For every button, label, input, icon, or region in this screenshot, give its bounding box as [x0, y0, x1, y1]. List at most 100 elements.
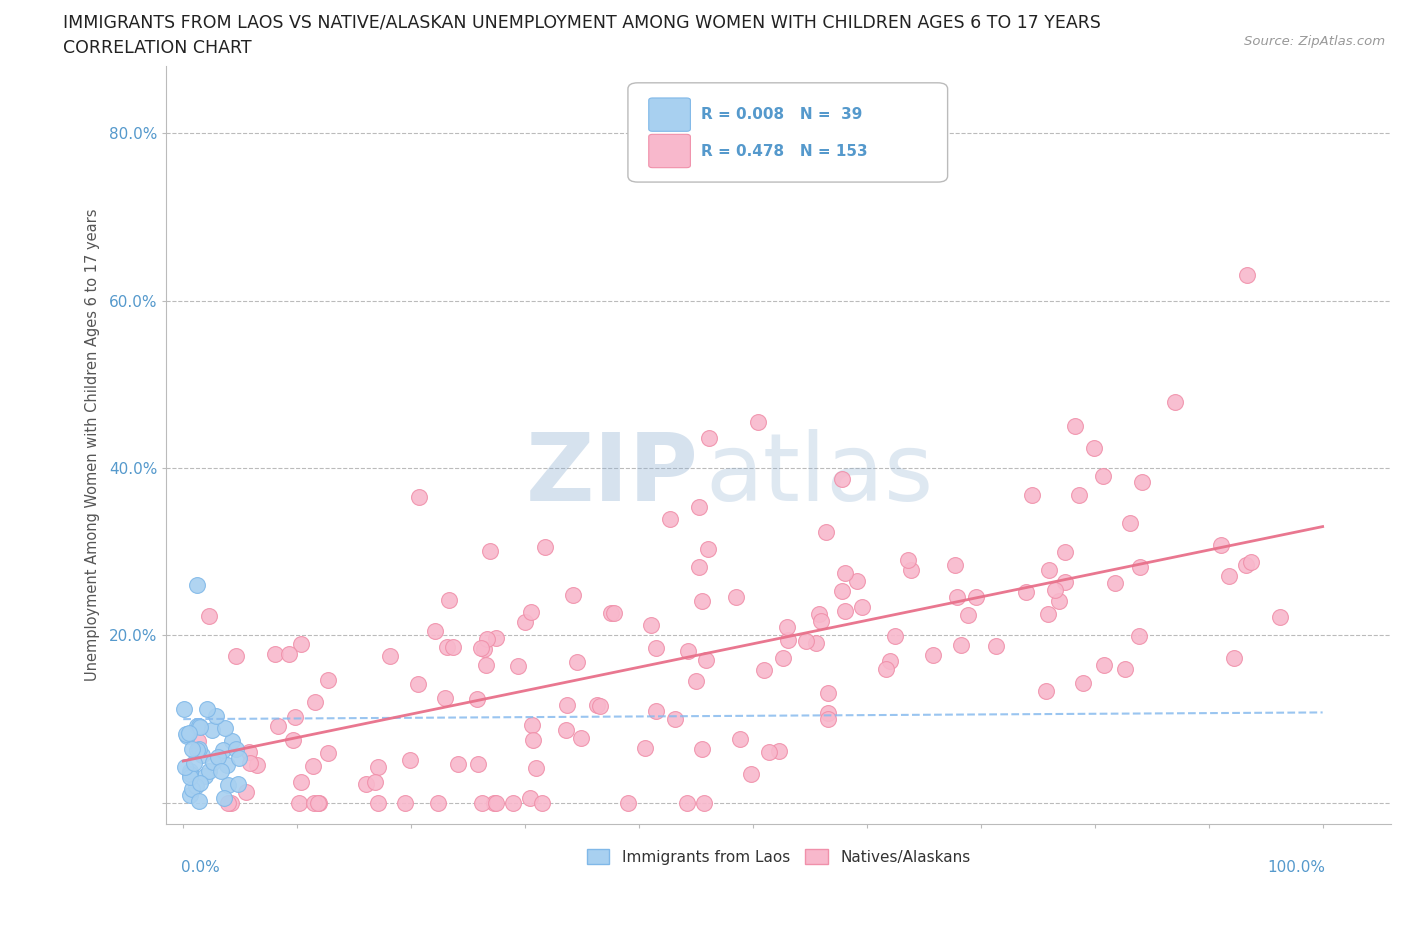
Point: [207, 750, 229, 764]
Point: [834, 565, 856, 580]
Point: [690, 594, 713, 609]
Point: [186, 743, 208, 758]
Point: [1234, 558, 1257, 573]
Point: [176, 729, 198, 744]
Point: [367, 795, 389, 810]
Point: [316, 672, 339, 687]
Point: [831, 584, 853, 599]
Point: [845, 574, 868, 589]
Point: [567, 655, 589, 670]
Point: [1268, 610, 1291, 625]
Point: [519, 790, 541, 805]
Point: [1083, 441, 1105, 456]
Point: [398, 752, 420, 767]
Point: [485, 631, 508, 645]
Point: [364, 775, 387, 790]
Point: [186, 578, 208, 592]
Point: [728, 732, 751, 747]
Point: [176, 726, 198, 741]
Point: [695, 652, 717, 667]
Point: [1045, 582, 1067, 597]
Point: [1223, 651, 1246, 666]
Point: [1054, 575, 1077, 590]
Text: 100.0%: 100.0%: [1267, 860, 1324, 875]
Point: [246, 758, 269, 773]
Point: [900, 563, 922, 578]
Text: IMMIGRANTS FROM LAOS VS NATIVE/ALASKAN UNEMPLOYMENT AMONG WOMEN WITH CHILDREN AG: IMMIGRANTS FROM LAOS VS NATIVE/ALASKAN U…: [63, 14, 1101, 32]
Point: [173, 702, 195, 717]
Point: [308, 795, 330, 810]
Point: [225, 741, 247, 756]
Point: [555, 723, 578, 737]
Point: [534, 539, 557, 554]
Point: [477, 631, 499, 646]
Point: [603, 605, 626, 620]
Point: [1071, 676, 1094, 691]
Point: [478, 544, 501, 559]
Point: [520, 718, 543, 733]
Point: [561, 588, 583, 603]
Point: [740, 767, 762, 782]
Point: [180, 741, 202, 756]
Point: [367, 759, 389, 774]
Point: [225, 648, 247, 663]
Point: [215, 757, 238, 772]
Point: [198, 608, 221, 623]
Point: [569, 731, 592, 746]
Point: [181, 781, 204, 796]
Point: [1047, 593, 1070, 608]
Point: [685, 674, 707, 689]
Point: [1130, 474, 1153, 489]
Point: [301, 758, 323, 773]
Point: [474, 642, 496, 657]
Point: [634, 740, 657, 755]
Point: [238, 745, 260, 760]
Point: [520, 604, 543, 619]
Point: [212, 790, 235, 805]
Point: [693, 795, 716, 810]
Point: [290, 775, 312, 790]
Point: [219, 795, 242, 810]
Point: [187, 734, 209, 749]
Point: [810, 614, 832, 629]
Point: [768, 744, 790, 759]
Point: [1053, 545, 1076, 560]
Point: [205, 708, 228, 723]
Text: 0.0%: 0.0%: [181, 860, 219, 875]
Point: [1236, 268, 1258, 283]
Point: [187, 793, 209, 808]
Point: [190, 720, 212, 735]
Point: [1091, 468, 1114, 483]
Point: [202, 755, 225, 770]
Point: [304, 695, 326, 710]
Point: [676, 795, 699, 810]
Point: [447, 757, 470, 772]
Point: [1218, 568, 1240, 583]
Point: [957, 607, 980, 622]
Point: [831, 472, 853, 486]
Point: [1104, 575, 1126, 590]
Point: [776, 632, 799, 647]
Text: R = 0.478   N = 153: R = 0.478 N = 153: [702, 143, 868, 158]
Point: [471, 795, 494, 810]
Point: [174, 760, 197, 775]
Point: [394, 795, 416, 810]
Point: [217, 795, 239, 810]
Point: [470, 640, 492, 655]
Point: [378, 649, 401, 664]
Point: [1211, 538, 1233, 552]
Point: [600, 605, 623, 620]
Point: [943, 558, 966, 573]
Point: [1119, 515, 1142, 530]
Point: [879, 653, 901, 668]
Point: [522, 733, 544, 748]
Point: [946, 590, 969, 604]
Point: [406, 676, 429, 691]
Point: [426, 795, 449, 810]
Point: [179, 726, 201, 741]
Point: [226, 777, 249, 791]
Point: [179, 766, 201, 781]
Point: [530, 795, 553, 810]
Text: CORRELATION CHART: CORRELATION CHART: [63, 39, 252, 57]
Point: [1035, 684, 1057, 698]
